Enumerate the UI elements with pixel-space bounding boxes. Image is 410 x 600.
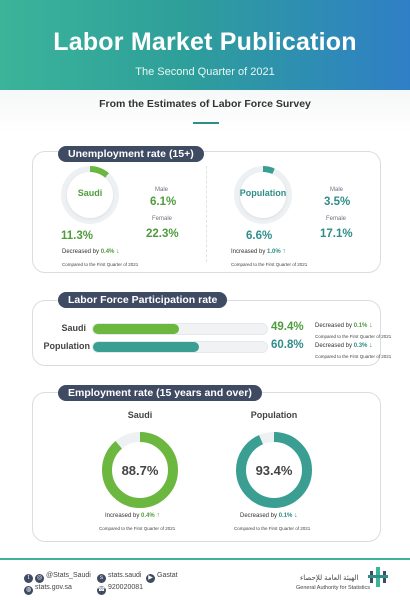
participation-population-label: Population [43, 341, 91, 351]
header-banner: Labor Market Publication The Second Quar… [0, 0, 410, 90]
footer-gastat-text: Gastat [157, 572, 178, 579]
intro-section: From the Estimates of Labor Force Survey [0, 90, 410, 132]
participation-population-change-text: Decreased by [315, 343, 353, 349]
population-female-label: Female [326, 216, 347, 222]
footer-website[interactable]: ◍ stats.gov.sa [24, 584, 72, 595]
participation-saudi-change-text: Decreased by [315, 323, 353, 329]
footer-website-short-text: stats.saudi [108, 572, 142, 579]
employment-population-compare: Compared to the First Quarter of 2021 [234, 526, 311, 531]
footer: t ◎ @Stats_Saudi s stats.saudi ▶ Gastat ◍ sta… [0, 558, 410, 600]
population-male-value: 3.5% [324, 196, 351, 208]
ring-inner [240, 172, 286, 218]
footer-phone[interactable]: ☎ 920020081 [97, 584, 143, 595]
footer-twitter[interactable]: t ◎ @Stats_Saudi [24, 572, 91, 583]
population-unemployment-compare: Compared to the First Quarter of 2021 [231, 262, 308, 267]
snapchat-icon: s [97, 574, 106, 583]
population-unemployment-label: Population [239, 188, 287, 198]
page-subtitle: The Second Quarter of 2021 [135, 66, 275, 78]
employment-saudi-label: Saudi [127, 410, 153, 420]
participation-saudi-value: 49.4% [271, 321, 304, 333]
population-female-value: 17.1% [320, 228, 353, 240]
footer-phone-text: 920020081 [108, 584, 144, 591]
arrow-up-icon: ↑ [156, 512, 160, 519]
saudi-unemployment-value: 11.3% [61, 230, 93, 242]
participation-saudi-compare: Compared to the First Quarter of 2021 [315, 334, 392, 339]
population-unemployment-change-text: Increased by [231, 249, 266, 255]
phone-icon: ☎ [97, 586, 106, 595]
org-arabic-name: الهيئة العامة للإحصاء [300, 575, 359, 582]
saudi-male-label: Male [155, 187, 169, 193]
participation-saudi-label: Saudi [61, 323, 86, 333]
participation-population-bar-fill [93, 342, 199, 352]
org-english-name: General Authority for Statistics [296, 585, 370, 591]
footer-website-text: stats.gov.sa [35, 584, 72, 591]
footer-twitter-handle: @Stats_Saudi [46, 572, 91, 579]
saudi-male-value: 6.1% [150, 196, 177, 208]
employment-population-label: Population [250, 410, 298, 420]
youtube-icon: ▶ [146, 574, 155, 583]
population-unemployment-ring [234, 166, 292, 224]
globe-icon: ◍ [24, 586, 33, 595]
population-unemployment-change-value: 1.0% [267, 249, 281, 255]
participation-saudi-bar [92, 323, 268, 335]
donut-arc [102, 432, 178, 508]
employment-population-value: 93.4% [255, 463, 293, 478]
intro-text: From the Estimates of Labor Force Survey [99, 98, 311, 110]
twitter-icon: t [24, 574, 33, 583]
employment-title: Employment rate (15 years and over) [58, 385, 262, 401]
population-male-label: Male [330, 187, 344, 193]
employment-saudi-donut [102, 432, 178, 508]
participation-saudi-change: Decreased by 0.1% ↓ [315, 322, 373, 329]
participation-population-change: Decreased by 0.3% ↓ [315, 342, 373, 349]
footer-gastat[interactable]: ▶ Gastat [146, 572, 178, 583]
participation-population-change-value: 0.3% [353, 343, 368, 349]
participation-population-value: 60.8% [271, 339, 304, 351]
instagram-icon: ◎ [35, 574, 44, 583]
saudi-unemployment-change: Decreased by 0.4% ↓ [62, 248, 120, 255]
unemployment-divider [206, 166, 207, 262]
gastat-logo-icon [368, 567, 388, 587]
footer-website-short[interactable]: s stats.saudi [97, 572, 141, 583]
employment-population-donut [236, 432, 312, 508]
employment-saudi-change-value: 0.4% [141, 513, 155, 519]
employment-saudi-compare: Compared to the First Quarter of 2021 [99, 526, 176, 531]
employment-saudi-change-text: Increased by [105, 513, 140, 519]
employment-population-change-value: 0.1% [278, 513, 293, 519]
saudi-female-label: Female [152, 216, 173, 222]
page-title: Labor Market Publication [53, 28, 357, 56]
saudi-unemployment-label: Saudi [77, 188, 103, 198]
saudi-female-value: 22.3% [146, 228, 179, 240]
population-unemployment-value: 6.6% [246, 230, 273, 242]
participation-title: Labor Force Participation rate [58, 292, 228, 308]
participation-saudi-change-value: 0.1% [353, 323, 368, 329]
participation-population-compare: Compared to the First Quarter of 2021 [315, 354, 392, 359]
arrow-up-icon: ↑ [282, 248, 286, 255]
employment-card [32, 392, 381, 542]
arrow-down-icon: ↓ [116, 248, 120, 255]
donut-arc [236, 432, 312, 508]
employment-population-change-text: Decreased by [240, 513, 278, 519]
saudi-unemployment-ring [61, 166, 119, 224]
saudi-unemployment-change-value: 0.4% [100, 249, 115, 255]
employment-saudi-change: Increased by 0.4% ↑ [105, 512, 160, 519]
arrow-down-icon: ↓ [294, 512, 298, 519]
participation-population-bar [92, 341, 268, 353]
participation-saudi-bar-fill [93, 324, 179, 334]
arrow-down-icon: ↓ [369, 342, 373, 349]
population-unemployment-change: Increased by 1.0% ↑ [231, 248, 286, 255]
ring-inner [67, 172, 113, 218]
intro-divider [193, 122, 219, 124]
saudi-unemployment-compare: Compared to the First Quarter of 2021 [62, 262, 139, 267]
employment-population-change: Decreased by 0.1% ↓ [240, 512, 298, 519]
employment-saudi-value: 88.7% [121, 463, 159, 478]
arrow-down-icon: ↓ [369, 322, 373, 329]
saudi-unemployment-change-text: Decreased by [62, 249, 100, 255]
unemployment-title: Unemployment rate (15+) [58, 146, 204, 162]
